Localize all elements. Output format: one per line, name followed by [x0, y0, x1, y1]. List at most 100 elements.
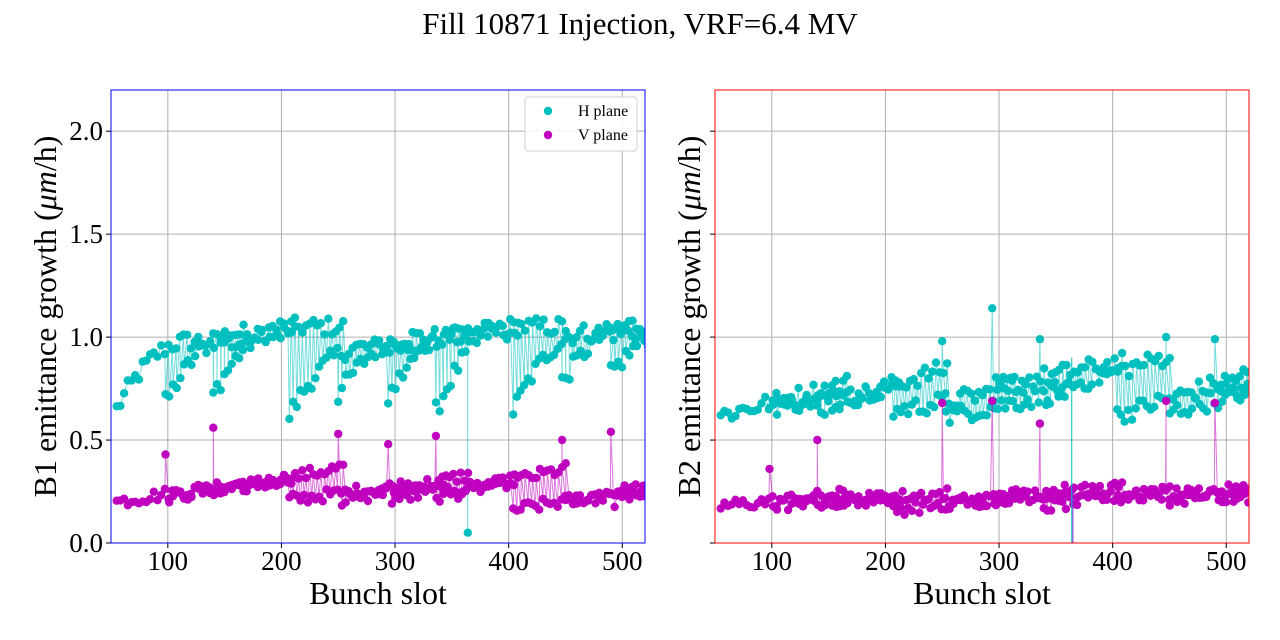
data-point: [924, 374, 933, 383]
data-point: [609, 335, 618, 345]
data-point: [431, 398, 441, 407]
data-point: [565, 375, 574, 384]
data-point: [1110, 354, 1119, 363]
data-point: [1218, 397, 1227, 406]
data-point: [335, 323, 344, 332]
data-point: [632, 341, 642, 351]
data-point: [647, 482, 655, 490]
data-point: [391, 384, 400, 394]
data-point: [978, 391, 987, 400]
x-axis-label: Bunch slot: [309, 575, 447, 611]
data-point: [340, 355, 350, 365]
legend: H plane V plane: [524, 96, 638, 152]
data-point: [795, 406, 804, 415]
data-point: [1263, 496, 1271, 504]
x-axis-label: Bunch slot: [913, 575, 1051, 611]
data-point: [1173, 401, 1182, 410]
data-point: [1240, 390, 1249, 400]
data-point: [1088, 482, 1097, 491]
data-point: [191, 352, 200, 361]
data-point: [435, 407, 444, 416]
data-point: [395, 494, 404, 504]
data-point: [941, 389, 950, 398]
data-point: [406, 495, 415, 504]
data-point: [658, 330, 666, 338]
data-point: [726, 481, 734, 489]
data-point: [911, 498, 920, 507]
data-point: [553, 502, 562, 511]
x-tick-label: 400: [488, 546, 529, 576]
data-point: [557, 435, 567, 445]
data-point: [769, 400, 778, 409]
data-point: [970, 396, 980, 405]
data-point: [651, 487, 659, 495]
figure-title: Fill 10871 Injection, VRF=6.4 MV: [422, 6, 858, 41]
data-point: [564, 332, 574, 342]
data-point: [909, 374, 918, 384]
data-point: [1255, 485, 1263, 493]
data-point: [520, 380, 529, 390]
y-axis-label: B1 emittance growth (μm/h): [27, 136, 63, 498]
x-tick-label: 300: [979, 546, 1020, 576]
data-point: [846, 385, 855, 394]
data-point: [1139, 496, 1148, 505]
data-point: [1255, 493, 1263, 501]
data-point: [997, 396, 1006, 405]
data-point: [753, 405, 762, 414]
x-tick-label: 200: [865, 546, 906, 576]
data-point: [1252, 387, 1260, 395]
data-point: [647, 314, 655, 322]
data-point: [1069, 483, 1079, 492]
data-point: [583, 349, 593, 358]
data-point: [363, 496, 373, 506]
data-point: [216, 386, 225, 395]
data-point: [1010, 372, 1019, 382]
data-point: [1124, 371, 1134, 381]
data-point: [183, 330, 192, 339]
data-point: [655, 334, 663, 342]
data-point: [1008, 396, 1017, 406]
data-point: [1161, 332, 1171, 342]
data-point: [246, 343, 255, 353]
data-point: [821, 501, 830, 510]
data-point: [339, 317, 348, 326]
data-point: [1034, 398, 1043, 407]
data-point: [842, 371, 852, 381]
series-h-plane: [112, 313, 666, 537]
data-point: [1039, 387, 1048, 396]
plot-area: [112, 313, 734, 537]
data-point: [576, 346, 585, 355]
legend-marker: [543, 130, 553, 140]
data-point: [1058, 497, 1067, 506]
data-point: [1258, 486, 1266, 494]
panel-b1: 100 200 300 400 500 0.0 0.5 1.0 1.5 2.0 Bunch slot…: [27, 89, 734, 611]
data-point: [765, 464, 774, 474]
data-point: [638, 481, 645, 490]
data-point: [1266, 380, 1274, 388]
x-tick-label: 100: [148, 546, 189, 576]
data-point: [205, 337, 215, 346]
data-point: [339, 460, 348, 469]
data-point: [828, 385, 837, 395]
data-point: [930, 402, 939, 412]
data-point: [257, 325, 267, 335]
data-point: [982, 411, 991, 420]
data-point: [1023, 487, 1032, 496]
legend-box: [524, 96, 638, 152]
data-point: [171, 344, 181, 353]
data-point: [509, 410, 518, 419]
data-point: [1255, 386, 1263, 394]
data-point: [1035, 335, 1045, 344]
data-point: [1187, 404, 1197, 413]
data-point: [1270, 372, 1278, 380]
data-point: [187, 360, 196, 370]
data-point: [344, 349, 353, 359]
data-point: [772, 505, 782, 514]
data-point: [512, 392, 522, 401]
data-point: [1194, 484, 1204, 493]
legend-marker: [543, 106, 553, 116]
data-point: [1060, 392, 1069, 401]
data-point: [1270, 484, 1278, 492]
x-tick-label: 400: [1092, 546, 1133, 576]
data-point: [1139, 360, 1149, 370]
